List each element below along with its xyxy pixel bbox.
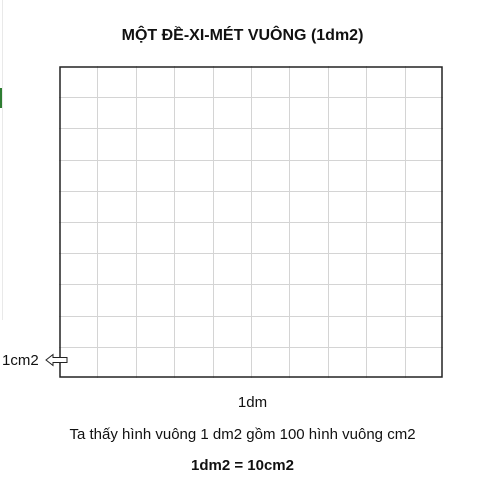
unit-square-label: 1cm2 [2,352,39,369]
equation-text: 1dm2 = 10cm2 [191,457,294,474]
grid-svg [59,66,443,378]
diagram-title: MỘT ĐỀ-XI-MÉT VUÔNG (1dm2) [121,27,364,44]
side-length-label: 1dm [237,394,268,411]
left-edge-marker [0,88,2,108]
arrow-left-icon [45,353,68,367]
grid-border [59,66,443,378]
square-decimeter-grid [59,66,443,378]
caption-text: Ta thấy hình vuông 1 dm2 gồm 100 hình vu… [69,426,416,443]
left-edge-line [2,0,3,320]
